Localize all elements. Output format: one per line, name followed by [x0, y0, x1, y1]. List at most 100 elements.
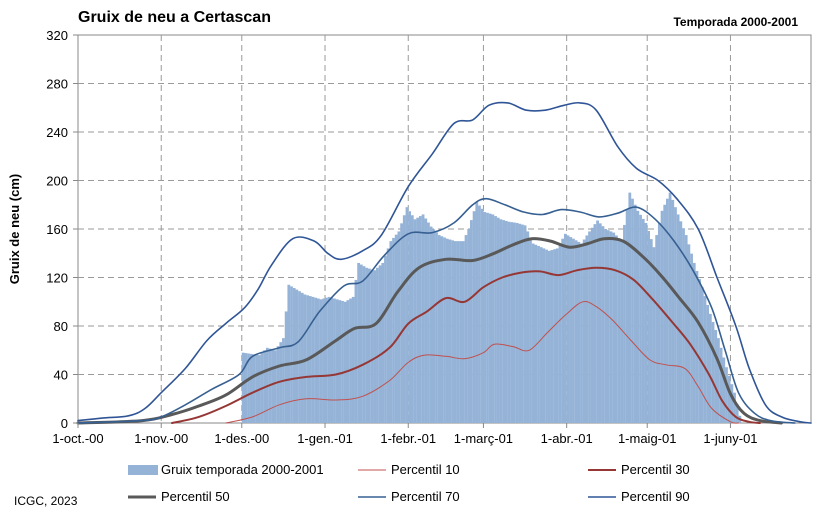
snow-depth-bar	[692, 262, 696, 423]
x-tick-label: 1-gen.-01	[297, 431, 353, 446]
snow-depth-bar	[443, 237, 446, 423]
snow-depth-bar	[577, 241, 581, 423]
x-tick-label: 1-juny-01	[703, 431, 757, 446]
snow-depth-bar	[706, 304, 710, 423]
snow-depth-bar	[416, 217, 420, 423]
snow-depth-bar	[488, 213, 492, 423]
snow-depth-bar	[614, 235, 618, 423]
snow-depth-bar	[284, 311, 288, 423]
snow-depth-bar	[308, 296, 312, 423]
snow-depth-bar	[534, 244, 538, 423]
snow-depth-bar	[405, 207, 409, 423]
snow-depth-bar	[582, 239, 586, 423]
snow-depth-bar	[628, 192, 632, 423]
snow-depth-bar	[432, 229, 436, 423]
snow-depth-bar	[397, 231, 401, 423]
snow-depth-bar	[298, 291, 301, 423]
snow-depth-bar	[346, 300, 350, 423]
snow-depth-bar	[569, 237, 573, 423]
snow-depth-bar	[695, 271, 699, 423]
snow-depth-bar	[427, 222, 430, 423]
snow-depth-bar	[448, 239, 452, 423]
snow-depth-bar	[478, 205, 481, 423]
percentil-90-line	[77, 101, 812, 424]
snow-depth-bar	[647, 231, 650, 423]
snow-depth-bar	[451, 240, 454, 423]
y-tick-label: 40	[54, 368, 68, 383]
snow-depth-bar	[700, 287, 704, 423]
x-tick-label: 1-oct.-00	[52, 431, 103, 446]
snow-depth-bar	[365, 267, 369, 423]
snow-depth-bar	[314, 297, 318, 423]
snow-depth-bar	[429, 226, 433, 423]
snow-depth-bar	[676, 214, 680, 423]
snow-depth-bar	[521, 224, 524, 423]
snow-depth-bars	[241, 192, 742, 423]
snow-depth-bar	[349, 298, 352, 423]
snow-depth-bar	[249, 353, 253, 423]
snow-depth-bar	[459, 241, 463, 423]
snow-depth-bar	[652, 247, 656, 423]
snow-depth-bar	[491, 214, 495, 423]
snow-depth-bar	[574, 240, 578, 423]
x-tick-label: 1-nov.-00	[134, 431, 188, 446]
snow-depth-bar	[585, 235, 589, 423]
snow-depth-bar	[561, 238, 565, 423]
y-tick-label: 120	[46, 271, 68, 286]
snow-depth-bar	[572, 238, 575, 423]
snow-depth-bar	[703, 296, 707, 423]
snow-depth-bar	[480, 208, 484, 423]
snow-depth-bar	[367, 268, 371, 423]
snow-depth-bar	[408, 211, 412, 423]
legend-swatch-bar	[128, 465, 158, 475]
snow-depth-bar	[633, 204, 637, 423]
snow-depth-bar	[682, 228, 685, 423]
y-tick-label: 0	[61, 416, 68, 431]
snow-depth-bar	[244, 353, 248, 423]
snow-depth-bar	[241, 352, 245, 423]
snow-depth-bar	[698, 279, 702, 423]
snow-depth-bar	[537, 245, 540, 423]
snow-depth-bar	[625, 208, 629, 423]
snow-depth-bar	[507, 221, 511, 423]
snow-depth-bar	[598, 223, 602, 423]
legend: Gruix temporada 2000-2001 Percentil 10 Per…	[128, 462, 690, 504]
snow-depth-bar	[292, 288, 296, 423]
snow-depth-bar	[351, 296, 355, 423]
snow-depth-bar	[620, 241, 624, 423]
snow-depth-bar	[333, 298, 336, 423]
snow-depth-bar	[735, 404, 739, 423]
snow-depth-bar	[453, 241, 457, 423]
legend-label-gruix-temporada-2000-2001: Gruix temporada 2000-2001	[161, 462, 324, 477]
snow-depth-bar	[684, 235, 688, 423]
y-tick-label: 200	[46, 174, 68, 189]
snow-depth-bar	[526, 231, 530, 423]
snow-depth-bar	[343, 301, 347, 423]
snow-depth-bar	[687, 244, 691, 423]
season-label: Temporada 2000-2001	[673, 15, 798, 29]
snow-depth-bar	[311, 296, 315, 423]
snow-depth-bar	[523, 225, 527, 423]
snow-depth-bar	[555, 248, 559, 423]
snow-depth-bar	[381, 262, 385, 423]
snow-depth-bar	[274, 350, 277, 423]
snow-depth-bar	[300, 292, 304, 423]
snow-depth-bar	[550, 250, 554, 423]
x-tick-label: 1-març-01	[454, 431, 513, 446]
snow-depth-bar	[341, 300, 344, 423]
snow-depth-bar	[504, 220, 508, 423]
credit-text: ICGC, 2023	[14, 494, 78, 508]
snow-depth-bar	[529, 237, 532, 423]
snow-depth-bar	[325, 297, 328, 423]
legend-label-percentil-70: Percentil 70	[391, 489, 460, 504]
snow-depth-bar	[617, 238, 621, 423]
snow-depth-bar	[276, 346, 280, 423]
snow-depth-bar	[660, 210, 664, 423]
snow-depth-bar	[402, 215, 406, 423]
percentil-10-line	[225, 301, 739, 424]
percentile-lines	[76, 101, 812, 425]
snow-depth-bar	[354, 279, 358, 423]
snow-depth-bar	[435, 232, 438, 423]
legend-label-percentil-30: Percentil 30	[621, 462, 690, 477]
snow-depth-bar	[486, 212, 489, 423]
